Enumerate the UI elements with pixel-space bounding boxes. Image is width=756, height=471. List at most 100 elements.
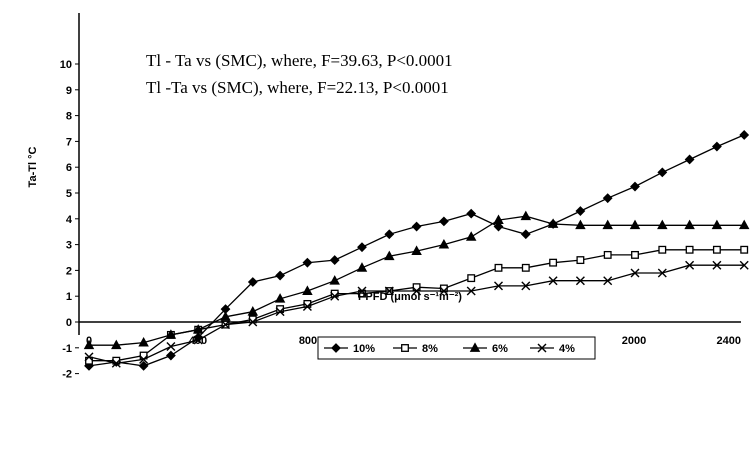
data-point-10pct bbox=[657, 167, 668, 178]
data-point-4pct bbox=[575, 276, 585, 286]
data-point-4pct bbox=[548, 276, 558, 286]
data-point-4pct bbox=[630, 268, 640, 278]
data-point-6pct bbox=[274, 293, 286, 303]
data-point-6pct bbox=[356, 262, 368, 272]
data-point-10pct bbox=[739, 130, 750, 140]
data-point-4pct bbox=[521, 281, 531, 291]
data-point-4pct bbox=[712, 260, 722, 270]
data-point-10pct bbox=[357, 242, 367, 253]
data-point-6pct bbox=[629, 219, 641, 230]
data-point-8pct bbox=[549, 258, 558, 267]
annotation-line-2: Tl -Ta vs (SMC), where, F=22.13, P<0.000… bbox=[146, 78, 449, 97]
data-point-8pct bbox=[631, 250, 639, 259]
data-point-4pct bbox=[603, 276, 613, 286]
y-tick-label: 5 bbox=[66, 188, 72, 200]
legend-box bbox=[317, 336, 596, 360]
data-point-4pct bbox=[111, 358, 121, 368]
data-point-4pct bbox=[166, 342, 176, 352]
data-point-4pct bbox=[302, 302, 312, 312]
data-point-4pct bbox=[248, 317, 258, 327]
data-point-4pct bbox=[494, 281, 503, 291]
data-point-10pct bbox=[384, 229, 395, 240]
y-tick-label: -1 bbox=[62, 343, 72, 355]
data-point-6pct bbox=[111, 339, 122, 350]
data-point-8pct bbox=[467, 274, 476, 283]
data-point-6pct bbox=[520, 210, 532, 221]
data-point-6pct bbox=[493, 214, 504, 224]
y-tick-label: 3 bbox=[66, 240, 72, 252]
legend-label: 8% bbox=[422, 343, 438, 355]
data-point-6pct bbox=[547, 218, 559, 228]
legend-marker bbox=[469, 342, 481, 352]
y-axis-title: Ta-Tl °C bbox=[27, 147, 39, 188]
x-tick-label: 800 bbox=[299, 335, 317, 347]
data-point-10pct bbox=[711, 141, 722, 152]
data-point-8pct bbox=[712, 245, 721, 254]
data-point-4pct bbox=[84, 352, 94, 362]
data-point-4pct bbox=[193, 335, 203, 345]
y-tick-label: 8 bbox=[66, 111, 72, 123]
y-tick-label: 10 bbox=[60, 59, 72, 71]
data-point-4pct bbox=[221, 320, 230, 330]
data-point-6pct bbox=[738, 219, 750, 230]
y-tick-label: 0 bbox=[66, 317, 72, 329]
legend-marker bbox=[331, 343, 341, 353]
data-point-6pct bbox=[138, 337, 149, 347]
legend-label: 4% bbox=[559, 343, 575, 355]
data-point-8pct bbox=[603, 250, 612, 259]
data-point-10pct bbox=[275, 270, 286, 281]
data-point-6pct bbox=[711, 219, 723, 230]
data-point-6pct bbox=[684, 219, 695, 230]
annotation-line-1: Tl - Ta vs (SMC), where, F=39.63, P<0.00… bbox=[146, 51, 453, 70]
data-point-8pct bbox=[658, 245, 667, 254]
data-point-6pct bbox=[411, 245, 422, 255]
data-point-8pct bbox=[740, 245, 749, 254]
y-tick-label: 6 bbox=[66, 162, 72, 174]
data-point-4pct bbox=[439, 286, 449, 296]
data-point-4pct bbox=[739, 260, 749, 270]
data-point-10pct bbox=[520, 229, 531, 240]
legend: 10% 8% 6% 4% bbox=[317, 336, 596, 360]
data-point-8pct bbox=[685, 245, 694, 254]
data-point-6pct bbox=[465, 231, 477, 241]
data-point-10pct bbox=[630, 181, 640, 192]
data-point-4pct bbox=[657, 268, 667, 278]
data-point-6pct bbox=[302, 285, 313, 295]
data-point-8pct bbox=[521, 263, 530, 272]
data-point-4pct bbox=[330, 291, 340, 301]
data-point-10pct bbox=[575, 206, 586, 216]
data-point-10pct bbox=[684, 154, 695, 165]
data-point-8pct bbox=[576, 256, 585, 265]
data-point-10pct bbox=[138, 360, 149, 371]
data-point-6pct bbox=[83, 339, 95, 350]
data-point-4pct bbox=[384, 286, 394, 296]
data-point-10pct bbox=[247, 277, 258, 287]
data-point-10pct bbox=[438, 216, 449, 227]
data-point-10pct bbox=[165, 350, 176, 361]
data-point-6pct bbox=[602, 219, 613, 230]
data-point-6pct bbox=[165, 329, 177, 339]
legend-label: 10% bbox=[353, 343, 375, 355]
data-point-6pct bbox=[657, 219, 668, 230]
data-point-6pct bbox=[329, 275, 340, 285]
data-point-6pct bbox=[384, 250, 395, 261]
data-point-4pct bbox=[412, 286, 422, 296]
data-point-10pct bbox=[466, 208, 477, 219]
y-tick-label: -2 bbox=[62, 369, 72, 381]
data-point-10pct bbox=[602, 193, 613, 204]
y-tick-label: 4 bbox=[66, 214, 73, 226]
legend-marker bbox=[401, 344, 409, 352]
data-point-10pct bbox=[493, 221, 504, 232]
legend-marker bbox=[537, 343, 547, 353]
data-point-6pct bbox=[192, 324, 204, 334]
y-tick-label: 1 bbox=[66, 291, 72, 303]
data-point-10pct bbox=[329, 255, 340, 265]
x-tick-label: 2400 bbox=[717, 335, 741, 347]
data-point-6pct bbox=[438, 238, 450, 249]
x-tick-label: 2000 bbox=[622, 335, 646, 347]
data-point-6pct bbox=[575, 219, 586, 230]
data-point-4pct bbox=[685, 260, 695, 270]
y-tick-label: 9 bbox=[66, 85, 72, 97]
data-point-4pct bbox=[357, 286, 367, 296]
